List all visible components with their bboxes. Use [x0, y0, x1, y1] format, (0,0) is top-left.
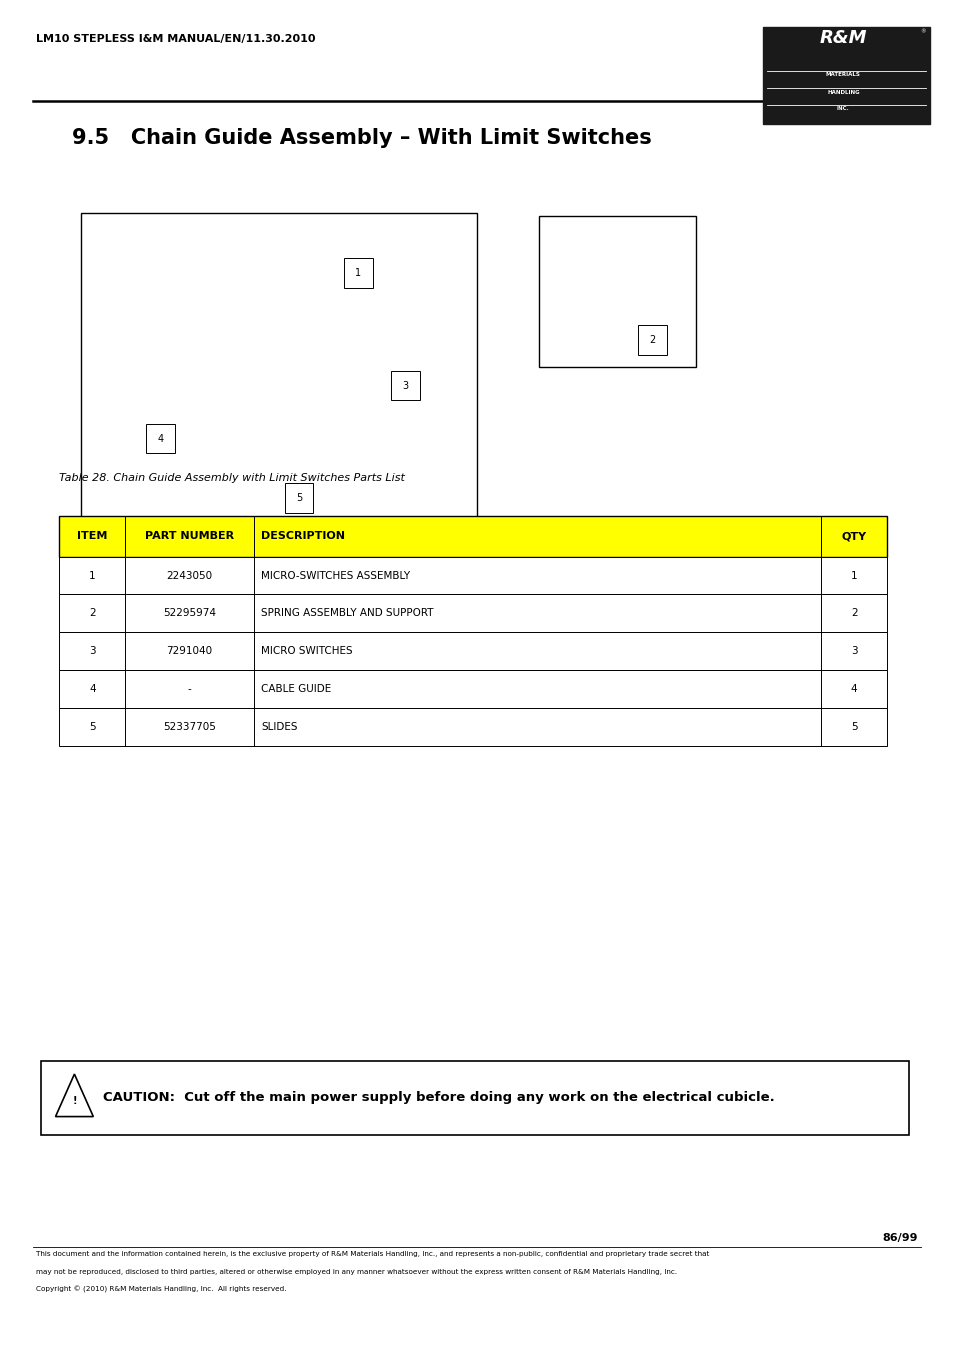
Bar: [59, 708, 886, 746]
Text: 86/99: 86/99: [882, 1233, 917, 1243]
Text: ®: ®: [919, 30, 924, 35]
Text: This document and the information contained herein, is the exclusive property of: This document and the information contai…: [36, 1251, 709, 1256]
Text: may not be reproduced, disclosed to third parties, altered or otherwise employed: may not be reproduced, disclosed to thir…: [36, 1269, 677, 1274]
Text: -: -: [188, 684, 192, 694]
Text: MICRO SWITCHES: MICRO SWITCHES: [261, 646, 353, 657]
Text: 1: 1: [850, 570, 857, 581]
Text: R&M: R&M: [819, 28, 866, 47]
Text: 4: 4: [157, 434, 163, 443]
Text: 52295974: 52295974: [163, 608, 215, 619]
Text: 1: 1: [355, 267, 361, 278]
Text: 2: 2: [850, 608, 857, 619]
Text: 2: 2: [649, 335, 655, 346]
Text: CABLE GUIDE: CABLE GUIDE: [261, 684, 332, 694]
Bar: [59, 594, 886, 632]
Text: 52337705: 52337705: [163, 721, 215, 732]
Text: Copyright © (2010) R&M Materials Handling, Inc.  All rights reserved.: Copyright © (2010) R&M Materials Handlin…: [36, 1286, 287, 1293]
Bar: [41, 1061, 908, 1135]
Text: CAUTION:  Cut off the main power supply before doing any work on the electrical : CAUTION: Cut off the main power supply b…: [103, 1092, 774, 1104]
Text: SPRING ASSEMBLY AND SUPPORT: SPRING ASSEMBLY AND SUPPORT: [261, 608, 434, 619]
Bar: [638, 326, 666, 355]
Text: QTY: QTY: [841, 531, 865, 542]
Text: 1: 1: [89, 570, 95, 581]
Text: INC.: INC.: [836, 107, 849, 111]
Text: MICRO-SWITCHES ASSEMBLY: MICRO-SWITCHES ASSEMBLY: [261, 570, 410, 581]
Bar: [146, 424, 174, 454]
Bar: [59, 557, 886, 594]
Text: 3: 3: [850, 646, 857, 657]
Polygon shape: [55, 1074, 93, 1116]
Text: 5: 5: [89, 721, 95, 732]
Text: !: !: [72, 1096, 76, 1106]
Text: HANDLING: HANDLING: [826, 89, 859, 95]
Bar: [59, 632, 886, 670]
Text: LM10 STEPLESS I&M MANUAL/EN/11.30.2010: LM10 STEPLESS I&M MANUAL/EN/11.30.2010: [36, 34, 315, 43]
Bar: [81, 213, 476, 544]
Text: SLIDES: SLIDES: [261, 721, 297, 732]
Text: 7291040: 7291040: [167, 646, 213, 657]
Text: MATERIALS: MATERIALS: [825, 72, 860, 77]
Bar: [59, 516, 886, 557]
Bar: [284, 484, 313, 513]
Bar: [391, 370, 419, 400]
Text: 4: 4: [89, 684, 95, 694]
Text: PART NUMBER: PART NUMBER: [145, 531, 233, 542]
Bar: [762, 27, 929, 124]
Bar: [59, 670, 886, 708]
Text: 4: 4: [850, 684, 857, 694]
Text: 9.5   Chain Guide Assembly – With Limit Switches: 9.5 Chain Guide Assembly – With Limit Sw…: [71, 128, 651, 149]
Text: 5: 5: [850, 721, 857, 732]
Text: Table 28. Chain Guide Assembly with Limit Switches Parts List: Table 28. Chain Guide Assembly with Limi…: [59, 473, 405, 482]
Bar: [538, 216, 696, 367]
Text: 2243050: 2243050: [167, 570, 213, 581]
Bar: [343, 258, 372, 288]
Text: ITEM: ITEM: [77, 531, 108, 542]
Text: 2: 2: [89, 608, 95, 619]
Text: 3: 3: [89, 646, 95, 657]
Text: 5: 5: [295, 493, 302, 503]
Text: DESCRIPTION: DESCRIPTION: [261, 531, 345, 542]
Text: 3: 3: [402, 381, 409, 390]
